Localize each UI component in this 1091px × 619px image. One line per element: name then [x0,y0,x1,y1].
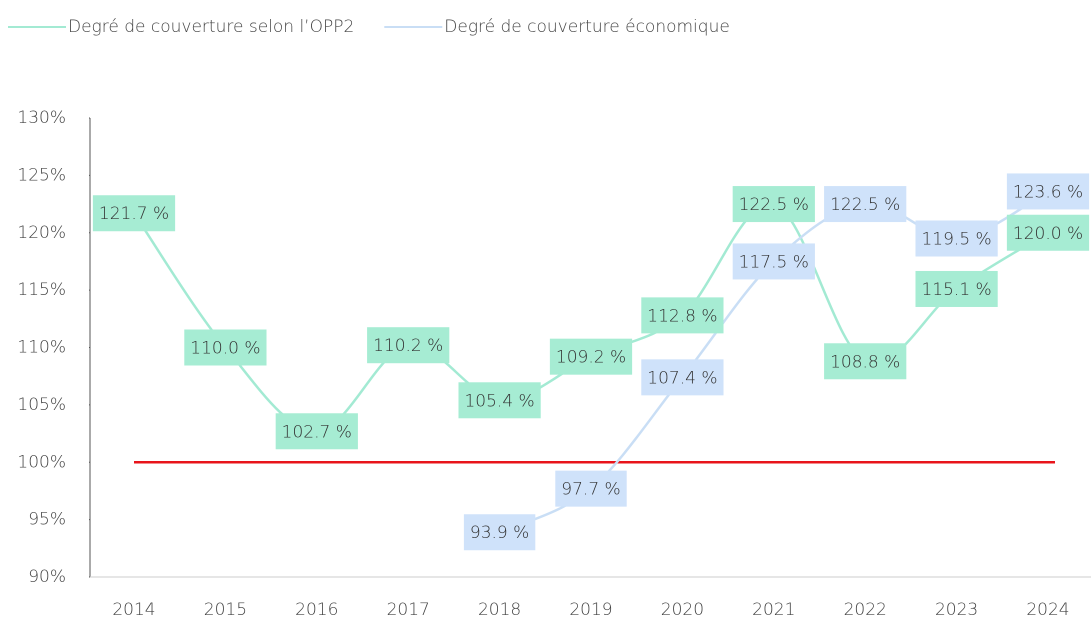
y-tick-label: 95% [28,510,66,530]
data-label: 109.2 % [549,338,633,375]
data-label-text: 105.4 % [464,391,534,411]
y-tick-label: 105% [17,395,66,415]
data-label-text: 117.5 % [739,252,809,272]
x-tick-label: 2016 [295,600,338,619]
x-tick-label: 2022 [844,600,887,619]
data-label: 102.7 % [275,413,358,450]
data-label: 110.0 % [184,329,267,366]
legend-label: Degré de couverture selon l’OPP2 [68,17,354,37]
data-label-text: 108.8 % [830,352,900,372]
y-tick-label: 115% [17,280,66,300]
data-label-text: 119.5 % [921,229,991,249]
y-tick-label: 130% [17,108,66,128]
data-label-text: 122.5 % [830,195,900,215]
x-tick-label: 2021 [752,600,795,619]
y-tick-label: 100% [17,452,66,472]
series-line [132,202,1049,433]
data-label-box [824,343,907,380]
x-tick-label: 2023 [935,600,978,619]
data-label: 122.5 % [824,186,907,223]
data-label-box [549,338,633,375]
data-label-box [915,270,998,307]
data-label-box [367,327,450,364]
x-tick-label: 2017 [387,600,430,619]
x-tick-label: 2024 [1026,600,1069,619]
data-label-box [732,186,815,223]
data-label: 93.9 % [463,514,536,551]
data-label: 97.7 % [555,470,627,507]
data-label: 115.1 % [915,270,998,307]
x-tick-label: 2020 [661,600,704,619]
data-label-box [458,382,541,419]
data-label-text: 121.7 % [99,204,169,224]
data-label-box [92,195,176,232]
data-label-box [1006,214,1090,251]
data-label-box [463,514,536,551]
data-label: 107.4 % [641,359,724,396]
data-label-box [555,470,627,507]
y-tick-label: 120% [17,223,66,243]
data-label: 120.0 % [1006,214,1090,251]
data-label-text: 120.0 % [1013,224,1083,244]
y-tick-label: 110% [17,338,66,358]
data-label: 122.5 % [732,186,815,223]
data-label: 112.8 % [641,297,724,334]
x-tick-label: 2018 [478,600,521,619]
data-label-box [184,329,267,366]
data-label: 110.2 % [367,327,450,364]
data-label-box [641,359,724,396]
data-label-text: 93.9 % [470,523,529,543]
data-label: 121.7 % [92,195,176,232]
data-label-text: 107.4 % [647,368,717,388]
data-label-box [732,243,815,280]
data-label-text: 97.7 % [561,480,620,500]
data-label-text: 115.1 % [921,280,991,300]
data-label-box [275,413,358,450]
data-label-text: 109.2 % [556,348,626,368]
data-label-text: 102.7 % [282,422,352,442]
legend-label: Degré de couverture économique [444,17,730,37]
data-label-text: 110.0 % [190,339,260,359]
data-label: 117.5 % [732,243,815,280]
data-label-text: 112.8 % [647,306,717,326]
x-tick-label: 2015 [204,600,247,619]
x-tick-label: 2014 [112,600,155,619]
data-label-text: 110.2 % [373,336,443,356]
x-tick-label: 2019 [569,600,612,619]
data-label: 105.4 % [458,382,541,419]
y-tick-label: 90% [28,567,66,587]
data-label: 108.8 % [824,343,907,380]
data-label-box [824,186,907,223]
data-label: 119.5 % [915,220,998,257]
data-label-box [1006,173,1090,210]
data-label-box [915,220,998,257]
data-label-text: 123.6 % [1013,182,1083,202]
y-tick-label: 125% [17,165,66,185]
data-label: 123.6 % [1006,173,1090,210]
data-label-box [641,297,724,334]
data-label-text: 122.5 % [739,195,809,215]
